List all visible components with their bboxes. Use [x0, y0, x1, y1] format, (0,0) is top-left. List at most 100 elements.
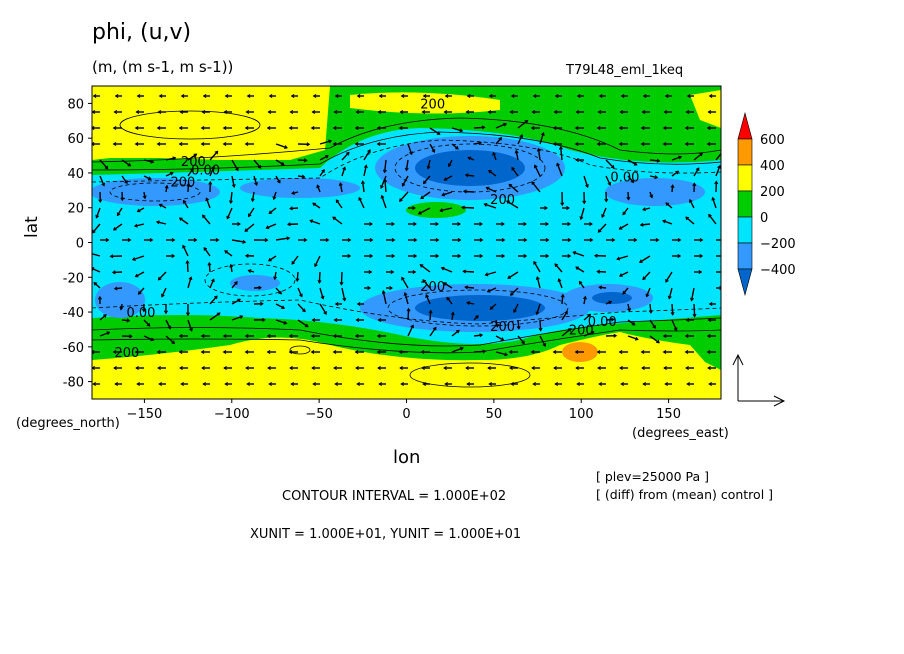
wind-vector-head [250, 198, 255, 203]
wind-vector-head [567, 253, 572, 259]
x-axis-units: (degrees_east) [632, 426, 729, 441]
wind-vector-head [113, 286, 118, 291]
wind-vector-head [234, 281, 238, 285]
wind-vector-head [554, 381, 558, 387]
wind-vector-head [699, 237, 704, 243]
wind-vector-head [596, 269, 601, 274]
wind-vector-head [268, 381, 272, 387]
wind-vector [486, 186, 497, 193]
wind-vector-head [114, 93, 119, 99]
wind-vector-head [492, 151, 497, 156]
wind-vector-head [574, 125, 579, 131]
wind-vector [165, 172, 174, 177]
wind-vector [693, 167, 700, 177]
wind-vector-head [613, 333, 618, 338]
wind-vector-head [378, 93, 383, 99]
y-tick-label: -40 [63, 306, 84, 321]
wind-vector-head [179, 109, 184, 115]
wind-vector [671, 170, 679, 177]
wind-vector [580, 207, 585, 220]
x-tick-label: −50 [305, 407, 332, 422]
wind-vector [558, 278, 563, 289]
wind-vector [668, 287, 673, 299]
wind-vector [205, 198, 211, 209]
wind-vector [272, 191, 277, 200]
wind-vector-head [425, 294, 430, 298]
wind-vector-head [264, 238, 269, 243]
wind-vector-head [708, 213, 712, 218]
wind-vector [649, 303, 652, 314]
wind-vector [427, 159, 431, 169]
contour-label: 200 [181, 155, 206, 170]
wind-vector [159, 203, 167, 209]
wind-vector-head [466, 381, 470, 387]
wind-vector-head [400, 381, 404, 387]
wind-vector [230, 191, 233, 204]
wind-vector-head [642, 93, 647, 99]
wind-vector [187, 319, 193, 332]
wind-vector-head [616, 256, 621, 261]
wind-vector [715, 152, 721, 161]
wind-vector [685, 216, 695, 225]
wind-vector-head [575, 266, 579, 271]
contour-label: 200 [569, 323, 594, 338]
colorbar-bottom-arrow [737, 268, 753, 297]
wind-vector-head [620, 381, 624, 387]
colorbar-label: 0 [760, 211, 768, 226]
wind-vector-head [368, 269, 373, 275]
wind-vector-head [106, 331, 111, 336]
wind-vector [120, 303, 123, 310]
wind-vector-head [310, 125, 315, 131]
wind-vector [473, 350, 486, 353]
wind-vector [473, 334, 483, 337]
wind-vector [451, 329, 460, 337]
wind-vector [268, 207, 277, 214]
wind-vector [539, 319, 542, 331]
wind-vector [517, 120, 528, 129]
wind-vector-head [156, 141, 161, 147]
wind-vector-head [692, 182, 697, 187]
wind-vector-head [320, 295, 325, 300]
wind-vector [671, 319, 678, 331]
wind-vector-head [495, 323, 499, 328]
wind-vector [627, 175, 635, 183]
wind-vector-head [642, 381, 646, 387]
wind-vector-head [109, 254, 114, 259]
wind-vector-head [598, 285, 603, 290]
wind-vector-head [432, 326, 437, 331]
wind-vector-head [508, 349, 513, 355]
wind-vector [244, 223, 255, 232]
wind-vector-head [332, 216, 336, 221]
wind-vector-head [619, 109, 624, 115]
wind-vector [575, 266, 585, 273]
wind-vector-head [684, 349, 689, 355]
wind-vector-head [441, 192, 446, 197]
wind-vector-head [332, 125, 337, 131]
wind-vector [561, 328, 572, 337]
wind-vector [275, 175, 281, 184]
wind-vector-head [284, 145, 288, 149]
wind-vector-head [572, 251, 577, 255]
wind-vector-head [479, 333, 484, 338]
wind-vector-head [409, 151, 413, 156]
wind-vector-head [514, 149, 519, 154]
wind-vector [693, 303, 696, 317]
wind-vector-head [156, 349, 161, 355]
wind-vector-head [610, 164, 615, 169]
wind-vector-head [376, 141, 381, 147]
wind-vector-head [290, 93, 295, 99]
wind-vector-head [535, 276, 540, 280]
wind-vector-head [178, 349, 183, 355]
wind-vector-head [575, 157, 579, 163]
wind-vector-head [248, 213, 252, 218]
wind-vector [248, 269, 255, 273]
wind-vector-head [223, 365, 227, 371]
wind-vector [341, 151, 350, 161]
wind-vector-head [633, 237, 638, 243]
colorbar-label: −400 [760, 263, 796, 278]
wind-vector-head [708, 301, 713, 307]
wind-vector-head [401, 276, 405, 281]
wind-vector-head [92, 229, 96, 234]
